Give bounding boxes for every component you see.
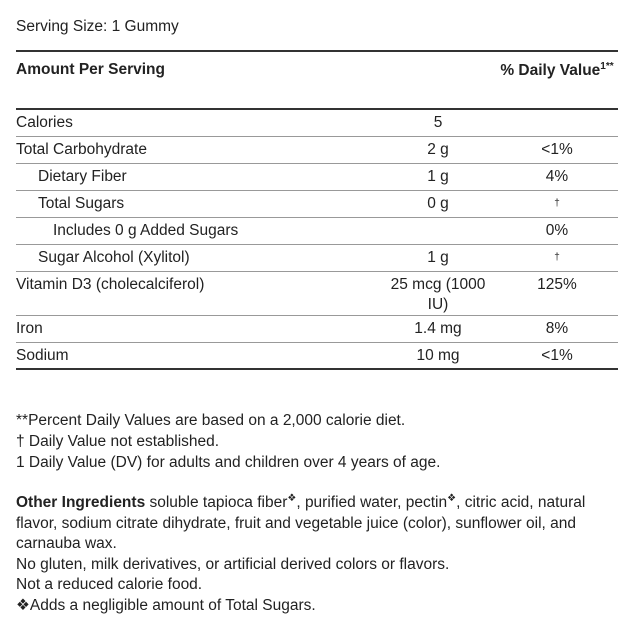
daily-value: 125% bbox=[496, 271, 618, 316]
row: Dietary Fiber 1 g 4% bbox=[16, 163, 618, 191]
footnote: † Daily Value not established. bbox=[16, 433, 220, 450]
row: Calories 5 bbox=[16, 109, 618, 137]
nutrient: Dietary Fiber bbox=[16, 163, 380, 191]
ingredients-label: Other Ingredients bbox=[16, 494, 146, 512]
amount: 2 g bbox=[380, 136, 496, 164]
header-amount: Amount Per Serving bbox=[16, 61, 165, 78]
amount: 1 g bbox=[380, 163, 496, 191]
other-ingredients: Other Ingredients soluble tapioca fiber❖… bbox=[16, 489, 620, 555]
amount: 5 bbox=[380, 109, 496, 137]
serving-size: Serving Size: 1 Gummy bbox=[16, 18, 179, 35]
ingredients-text: soluble tapioca fiber bbox=[145, 494, 288, 512]
footnote: **Percent Daily Values are based on a 2,… bbox=[16, 412, 406, 429]
row: Total Carbohydrate 2 g <1% bbox=[16, 136, 618, 164]
ingredients: Other Ingredients soluble tapioca fiber❖… bbox=[16, 489, 620, 616]
daily-value: <1% bbox=[541, 346, 573, 364]
row: Includes 0 g Added Sugars 0% bbox=[16, 217, 618, 245]
nutrient: Total Sugars bbox=[16, 190, 380, 218]
daily-value: 8% bbox=[496, 315, 618, 343]
ingredients-mark: ❖ bbox=[447, 493, 457, 504]
daily-value: <1% bbox=[496, 136, 618, 164]
ingredients-mark: ❖ bbox=[287, 493, 297, 504]
note: No gluten, milk derivatives, or artifici… bbox=[16, 555, 450, 573]
daily-value: † bbox=[554, 197, 560, 209]
nutrient: Iron bbox=[16, 315, 380, 343]
note: Not a reduced calorie food. bbox=[16, 576, 203, 594]
amount: 1 g bbox=[380, 244, 496, 272]
amount: 10 mg bbox=[416, 346, 460, 364]
footnotes: **Percent Daily Values are based on a 2,… bbox=[16, 410, 440, 473]
ingredients-text: , citric acid, natural flavor, sodium ci… bbox=[16, 494, 586, 553]
note: ❖Adds a negligible amount of Total Sugar… bbox=[16, 596, 316, 614]
header-dv-text: % Daily Value bbox=[500, 62, 601, 80]
header-dv-sup: 1** bbox=[600, 61, 614, 72]
footnote: 1 Daily Value (DV) for adults and childr… bbox=[16, 454, 441, 471]
nutrient: Calories bbox=[16, 109, 380, 137]
header-row: Amount Per Serving % Daily Value1** bbox=[16, 51, 618, 109]
header-dv: % Daily Value1** bbox=[496, 51, 618, 109]
ingredients-text: , purified water, pectin bbox=[296, 494, 448, 512]
row: Vitamin D3 (cholecalciferol) 25 mcg (1000… bbox=[16, 271, 618, 316]
daily-value: 4% bbox=[496, 163, 618, 191]
amount: 25 mcg (1000 IU) bbox=[380, 271, 496, 316]
nutrient: Total Carbohydrate bbox=[16, 136, 380, 164]
row: Sugar Alcohol (Xylitol) 1 g † bbox=[16, 244, 618, 272]
nutrient: Includes 0 g Added Sugars bbox=[16, 217, 380, 245]
daily-value: 0% bbox=[496, 217, 618, 245]
nutrient: Sugar Alcohol (Xylitol) bbox=[16, 244, 380, 272]
row: Sodium 10 mg <1% bbox=[16, 342, 618, 369]
nutrient: Vitamin D3 (cholecalciferol) bbox=[16, 271, 380, 316]
row: Iron 1.4 mg 8% bbox=[16, 315, 618, 343]
daily-value: † bbox=[554, 251, 560, 263]
amount: 1.4 mg bbox=[380, 315, 496, 343]
nutrient: Sodium bbox=[16, 346, 69, 364]
row: Total Sugars 0 g † bbox=[16, 190, 618, 218]
facts-table: Amount Per Serving % Daily Value1** Calo… bbox=[16, 50, 618, 370]
amount: 0 g bbox=[380, 190, 496, 218]
